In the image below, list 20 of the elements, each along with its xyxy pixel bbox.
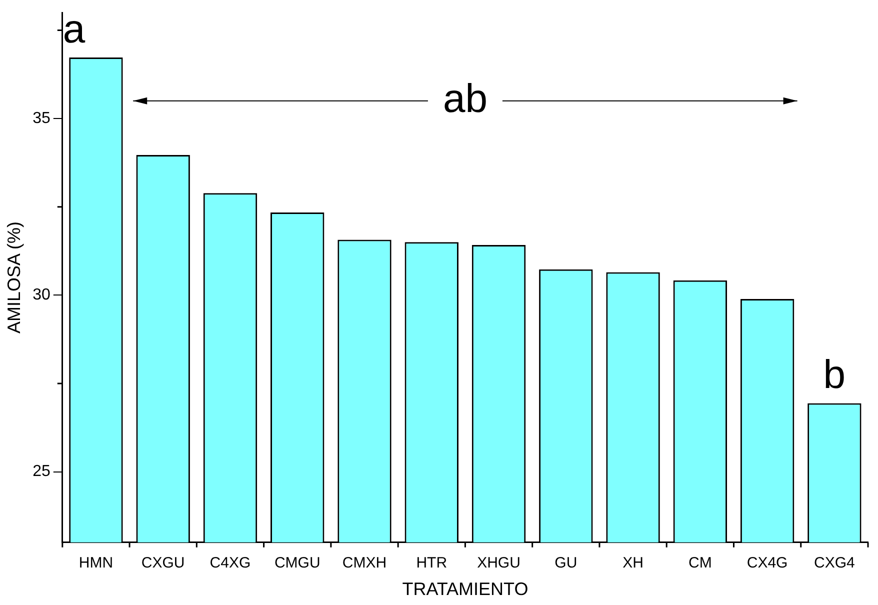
- x-axis-title: TRATAMIENTO: [402, 579, 528, 600]
- x-tick-label: XHGU: [477, 554, 520, 572]
- x-tick-label: CXG4: [814, 554, 855, 572]
- x-tick-label: CMXH: [342, 554, 387, 572]
- x-tick-label: CXGU: [141, 554, 185, 572]
- y-tick-label: 35: [32, 110, 50, 127]
- annotation: b: [823, 353, 846, 398]
- x-tick-label: GU: [554, 554, 578, 572]
- y-axis-title: AMILOSA (%): [4, 221, 24, 334]
- annotation: ab: [442, 76, 488, 121]
- x-tick-label: C4XG: [210, 554, 251, 572]
- x-tick-label: HTR: [416, 554, 448, 572]
- x-tick-label: CX4G: [746, 554, 788, 572]
- x-tick-label: CMGU: [274, 554, 320, 572]
- y-tick-label: 25: [32, 463, 50, 480]
- y-tick-label: 30: [32, 286, 50, 304]
- x-tick-label: XH: [622, 554, 644, 572]
- x-tick-label: HMN: [78, 554, 114, 572]
- x-tick-label: CM: [688, 554, 712, 572]
- annotation: a: [62, 7, 86, 52]
